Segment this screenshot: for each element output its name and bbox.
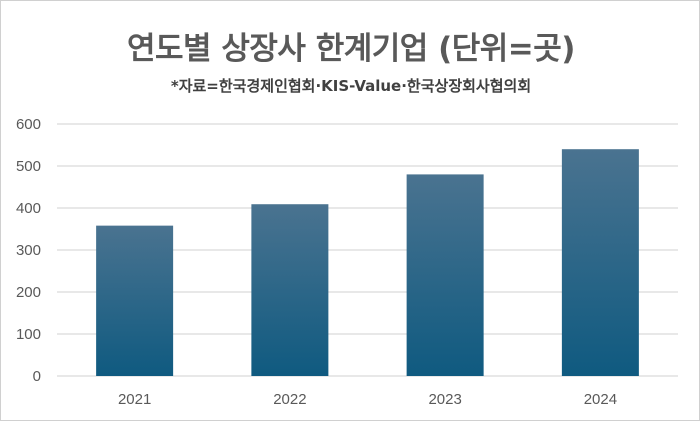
y-tick-label: 100 xyxy=(16,326,41,343)
x-tick-label: 2022 xyxy=(273,391,306,408)
y-tick-label: 0 xyxy=(33,368,41,385)
bar-2021 xyxy=(96,225,174,376)
bar-2024 xyxy=(561,149,639,376)
y-tick-label: 400 xyxy=(16,200,41,217)
bar-2022 xyxy=(251,204,329,376)
x-tick-label: 2023 xyxy=(428,391,461,408)
chart-title: 연도별 상장사 한계기업 (단위=곳) xyxy=(127,31,575,67)
x-tick-label: 2024 xyxy=(584,391,617,408)
x-tick-label: 2021 xyxy=(118,391,151,408)
y-tick-label: 300 xyxy=(16,242,41,259)
chart-subtitle: *자료=한국경제인협회·KIS-Value·한국상장회사협의회 xyxy=(170,77,532,95)
y-tick-label: 600 xyxy=(16,116,41,133)
y-tick-label: 500 xyxy=(16,158,41,175)
bar-2023 xyxy=(406,174,484,376)
y-tick-label: 200 xyxy=(16,284,41,301)
